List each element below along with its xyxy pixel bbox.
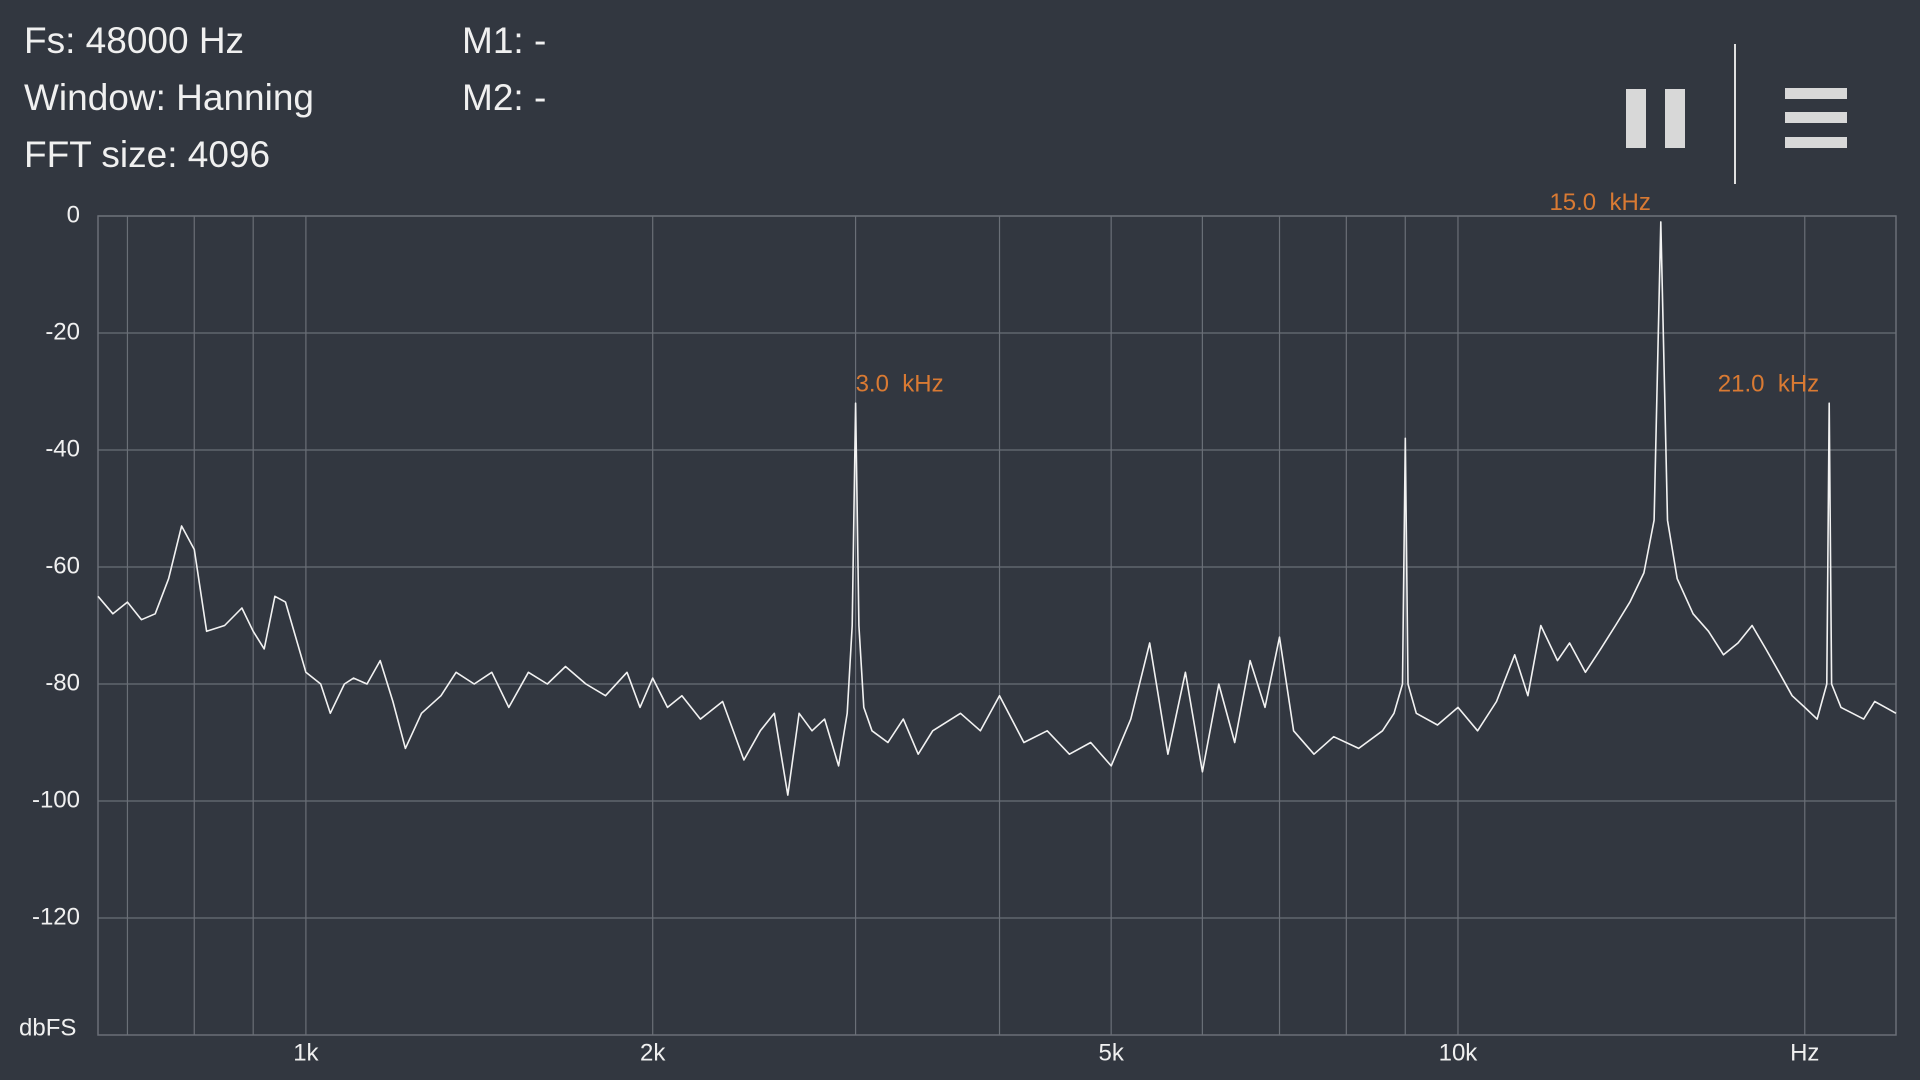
pause-bar <box>1665 89 1685 148</box>
marker-2: M2: - <box>462 77 546 118</box>
y-tick-label: -40 <box>45 435 80 462</box>
peak-label: 3.0 kHz <box>856 371 944 398</box>
pause-button[interactable] <box>1620 80 1692 155</box>
peak-label: 15.0 kHz <box>1549 189 1650 216</box>
menu-line <box>1785 112 1847 123</box>
y-tick-label: 0 <box>67 201 80 228</box>
fs-info: Fs: 48000 Hz <box>24 20 244 61</box>
menu-line <box>1785 88 1847 99</box>
y-tick-label: -100 <box>32 786 80 813</box>
y-tick-label: -120 <box>32 903 80 930</box>
spectrum-line <box>97 221 1897 796</box>
plot: 0 -20 -40 -60 -80 -100 -120 1k 2k 5k 10k Hz 3.0 kHz 1… <box>32 189 1897 1066</box>
x-tick-label: Hz <box>1790 1039 1819 1066</box>
peak-label: 21.0 kHz <box>1718 371 1819 398</box>
y-tick-label: -80 <box>45 669 80 696</box>
x-tick-label: 10k <box>1439 1039 1479 1066</box>
fft-info: FFT size: 4096 <box>24 134 270 175</box>
pause-bar <box>1626 89 1646 148</box>
x-tick-label: 1k <box>293 1039 319 1066</box>
y-tick-label: -60 <box>45 552 80 579</box>
x-tick-label: 2k <box>640 1039 666 1066</box>
menu-button[interactable] <box>1780 84 1852 154</box>
menu-line <box>1785 137 1847 148</box>
y-tick-label: -20 <box>45 318 80 345</box>
plot-frame <box>97 215 1897 1036</box>
x-tick-label: 5k <box>1098 1039 1124 1066</box>
y-axis-label: dbFS <box>19 1014 76 1041</box>
window-info: Window: Hanning <box>24 77 314 118</box>
marker-1: M1: - <box>462 20 546 61</box>
